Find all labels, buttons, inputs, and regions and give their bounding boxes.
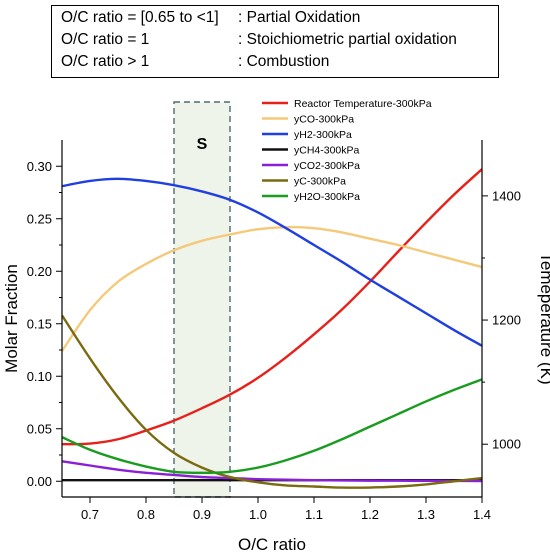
y2-axis-label: Temeperature (K) xyxy=(537,252,550,384)
info-line-partial-meaning: : Partial Oxidation xyxy=(238,9,361,26)
x-tick-label: 0.8 xyxy=(137,507,155,522)
series-line-7 xyxy=(62,378,482,475)
legend-label-2: yCO-300kPa xyxy=(294,114,354,126)
info-line-stoichiometric-condition: O/C ratio = 1 xyxy=(61,31,150,48)
legend-label-5: yCO2-300kPa xyxy=(294,160,360,172)
y-tick-label: 0.20 xyxy=(27,264,52,279)
x-tick-label: 0.9 xyxy=(193,507,211,522)
legend-label-1: Reactor Temperature-300kPa xyxy=(294,98,432,110)
x-tick-label: 1.0 xyxy=(249,507,267,522)
y-tick-label: 0.30 xyxy=(27,159,52,174)
y-tick-label: 0.05 xyxy=(27,421,52,436)
x-tick-label: 1.3 xyxy=(417,507,435,522)
x-tick-label: 1.1 xyxy=(305,507,323,522)
info-line-partial-condition: O/C ratio = [0.65 to <1] xyxy=(61,9,219,26)
series-line-3 xyxy=(62,177,482,347)
shaded-region-label: S xyxy=(197,136,208,153)
series-line-6 xyxy=(62,314,482,489)
info-line-stoichiometric-meaning: : Stoichiometric partial oxidation xyxy=(238,31,457,48)
legend-label-7: yH2O-300kPa xyxy=(294,191,360,203)
y-tick-label: 0.15 xyxy=(27,316,52,331)
info-line-combustion-meaning: : Combustion xyxy=(238,53,330,70)
legend-label-4: yCH4-300kPa xyxy=(294,145,360,157)
x-axis-label: O/C ratio xyxy=(238,535,306,554)
info-line-combustion-condition: O/C ratio > 1 xyxy=(61,53,150,70)
y-axis-label: Molar Fraction xyxy=(2,264,21,373)
x-tick-label: 1.4 xyxy=(473,507,491,522)
y-tick-label: 0.25 xyxy=(27,211,52,226)
y-tick-label: 0.10 xyxy=(27,369,52,384)
y2-tick-label: 1000 xyxy=(492,437,521,452)
series-line-1 xyxy=(62,168,482,446)
shaded-region-s xyxy=(173,101,231,498)
y2-tick-label: 1400 xyxy=(492,188,521,203)
x-tick-label: 1.2 xyxy=(361,507,379,522)
legend-label-6: yC-300kPa xyxy=(294,176,346,188)
y-tick-label: 0.00 xyxy=(27,474,52,489)
info-box: O/C ratio = [0.65 to <1] : Partial Oxida… xyxy=(51,5,499,78)
y2-tick-label: 1200 xyxy=(492,313,521,328)
series-line-5 xyxy=(62,460,482,483)
x-tick-label: 0.7 xyxy=(81,507,99,522)
series-line-2 xyxy=(62,225,482,352)
legend-label-3: yH2-300kPa xyxy=(294,129,352,141)
